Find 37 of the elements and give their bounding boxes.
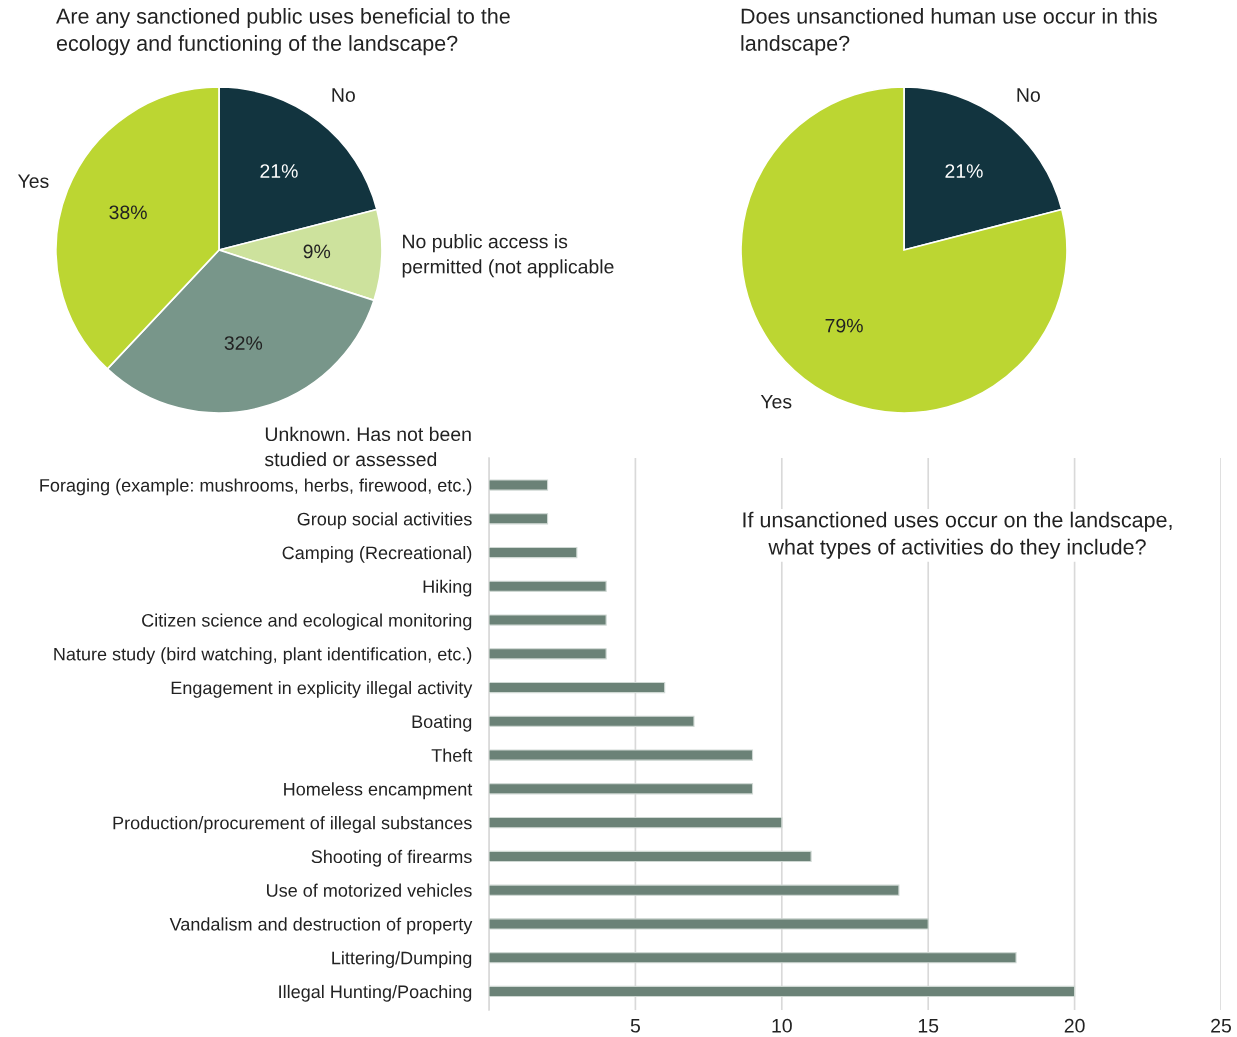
y-tick-label: Engagement in explicity illegal activity <box>171 681 473 698</box>
x-tick-label: 10 <box>772 1018 792 1033</box>
data-label: 38% <box>109 205 147 220</box>
y-tick-label: Hiking <box>423 579 472 597</box>
y-tick-label: Production/procurement of illegal substances <box>113 816 472 833</box>
y-tick-label: Illegal Hunting/Poaching <box>279 984 472 1002</box>
slice-label: No public access is permitted (not applicable <box>402 234 614 278</box>
y-tick-label: Vandalism and destruction of property <box>169 917 473 935</box>
data-label: 21% <box>260 164 298 178</box>
data-label: 79% <box>825 318 863 333</box>
y-tick-label: Nature study (bird watching, plant identification, etc.) <box>54 647 472 665</box>
chart-title: Are any sanctioned public uses beneficial to the ecology and functioning of the landscape? <box>56 8 510 56</box>
y-tick-label: Littering/Dumping <box>332 951 472 968</box>
chart-title: Does unsanctioned human use occur in this landscape? <box>741 8 1157 56</box>
x-tick-label: 20 <box>1064 1018 1085 1033</box>
slice-label: Yes <box>17 174 49 189</box>
slice-label: Unknown. Has not been studied or assessed <box>264 426 471 467</box>
x-tick-label: 25 <box>1211 1018 1231 1033</box>
text: If unsanctioned uses occur on the landscape, what types of activities do they include? <box>743 511 1172 559</box>
data-label: 32% <box>224 336 263 350</box>
pie-slice <box>740 86 1068 414</box>
data-label: 21% <box>945 164 983 178</box>
y-tick-label: Shooting of firearms <box>311 849 472 867</box>
slice-label: No <box>332 88 355 102</box>
data-label: 9% <box>303 244 331 259</box>
y-tick-label: Camping (Recreational) <box>282 545 472 563</box>
slice-label: Yes <box>760 394 792 409</box>
y-tick-label: Group social activities <box>297 512 472 530</box>
y-tick-label: Boating <box>412 714 472 732</box>
y-tick-label: Citizen science and ecological monitoring <box>142 613 472 631</box>
slice-label: No <box>1017 88 1040 102</box>
x-tick-label: 5 <box>630 1019 640 1033</box>
y-tick-label: Use of motorized vehicles <box>267 883 472 897</box>
y-tick-label: Homeless encampment <box>284 782 473 800</box>
y-tick-label: Foraging (example: mushrooms, herbs, firewood, etc.) <box>40 478 472 496</box>
y-tick-label: Theft <box>431 748 473 762</box>
x-tick-label: 15 <box>918 1019 939 1033</box>
